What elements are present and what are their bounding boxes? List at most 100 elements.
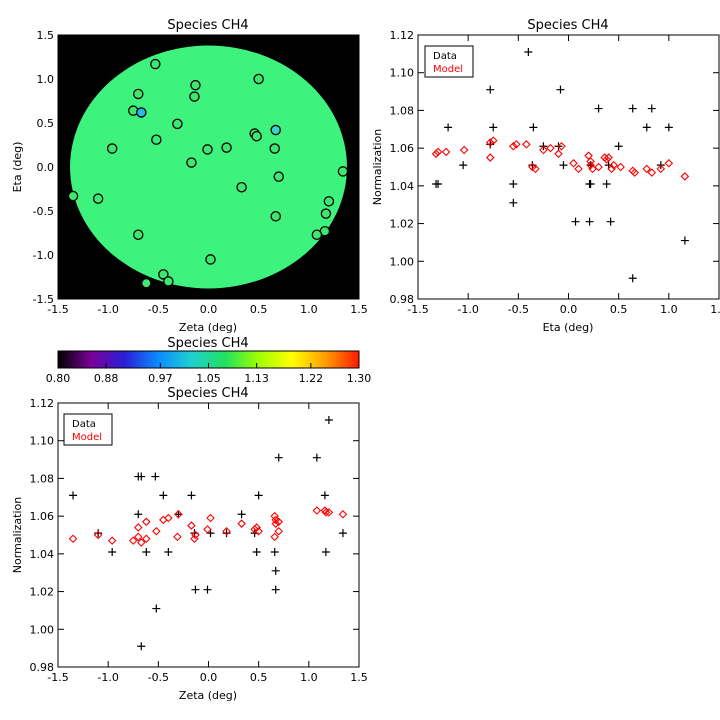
model-point-marker <box>93 530 103 540</box>
chart-title: Species CH4 <box>527 18 608 33</box>
y-axis-label: Normalization <box>371 129 384 205</box>
y-tick-label: 1.5 <box>37 29 55 42</box>
model-point-marker <box>152 526 161 536</box>
map-point <box>150 58 161 70</box>
model-point-marker <box>546 143 555 153</box>
model-point-marker <box>206 513 215 523</box>
model-point-marker <box>485 153 495 162</box>
y-tick-label: 1.08 <box>30 472 55 485</box>
legend-entry-data: Data <box>433 51 457 62</box>
model-point-marker <box>602 155 611 164</box>
model-point-marker <box>274 517 284 527</box>
data-point-marker <box>271 566 280 575</box>
colorbar-tick-label: 1.05 <box>196 372 221 385</box>
x-tick-label: 0.5 <box>610 303 628 316</box>
model-point-marker <box>312 506 322 515</box>
model-point-marker <box>664 158 674 168</box>
map-point <box>269 143 280 154</box>
legend-entry-model: Model <box>72 432 102 443</box>
data-point-marker <box>628 274 637 283</box>
model-point-marker <box>203 525 212 534</box>
map-point <box>311 229 323 241</box>
model-point-marker <box>142 517 151 527</box>
y-tick-label: 1.02 <box>390 218 415 231</box>
y-tick-label: -1.0 <box>33 249 54 262</box>
axes: -1.5 -1.0 -0.5 0.0 0.5 1.0 1.5 -1.5 -1.0 -0.5 0.0 0… <box>33 29 368 316</box>
model-point-marker <box>433 147 443 157</box>
x-tick-label: -0.5 <box>508 303 529 316</box>
x-tick-label: 0.0 <box>560 303 578 316</box>
x-tick-label: -1.5 <box>47 303 68 316</box>
data-point-marker <box>271 585 280 594</box>
map-point <box>186 157 197 168</box>
y-tick-label: 1.04 <box>30 548 55 561</box>
map-point <box>337 166 349 177</box>
model-point-marker <box>604 153 613 162</box>
model-point-marker <box>174 509 183 519</box>
map-point <box>106 143 118 154</box>
map-point <box>92 193 104 204</box>
colorbar-tick-label: 1.30 <box>347 372 372 385</box>
data-point-marker <box>444 123 453 132</box>
model-point-marker <box>321 508 331 517</box>
x-axis-label: Eta (deg) <box>543 321 594 334</box>
data-point-marker <box>321 547 330 556</box>
model-point-marker <box>271 519 281 528</box>
model-point-marker <box>642 164 652 174</box>
y-tick-label: 1.06 <box>390 142 415 155</box>
model-point-marker <box>569 158 578 168</box>
chart-title: Species CH4 <box>167 386 248 401</box>
map-point <box>67 190 79 202</box>
data-point-marker <box>69 491 78 500</box>
x-axis-label: Zeta (deg) <box>179 321 237 334</box>
data-point-marker <box>324 415 333 424</box>
x-tick-label: -1.5 <box>47 671 68 684</box>
model-point-marker <box>441 147 451 157</box>
x-tick-label: -1.0 <box>457 303 478 316</box>
data-points <box>431 47 690 283</box>
data-point-marker <box>664 123 673 132</box>
model-point-marker <box>270 511 279 521</box>
model-point-marker <box>133 532 143 542</box>
data-point-marker <box>252 547 261 556</box>
map-point <box>133 88 144 100</box>
model-point-marker <box>252 523 261 532</box>
axes: -1.5 -1.0 -0.5 0.0 0.5 1.0 1.5 0.98 1.00 1.02 1.04… <box>30 397 368 684</box>
colorbar-tick-label: 1.13 <box>244 372 269 385</box>
data-point-marker <box>164 547 173 556</box>
colorbar-tick-label: 0.97 <box>148 372 173 385</box>
model-point-marker <box>512 140 521 149</box>
model-point-marker <box>609 160 618 170</box>
panel-normalization-zeta: Species CH4 -1.5 -1.0 -0.5 0.0 0.5 1.0 1.5 0.98… <box>11 386 368 702</box>
model-point-marker <box>222 526 231 536</box>
model-point-marker <box>656 164 666 174</box>
model-point-marker <box>616 162 625 172</box>
data-point-marker <box>509 198 518 207</box>
x-tick-label: -0.5 <box>148 303 169 316</box>
model-point-marker <box>586 160 595 170</box>
x-tick-label: 1.5 <box>350 671 368 684</box>
map-point <box>236 181 247 193</box>
model-point-marker <box>522 140 531 149</box>
data-point-marker <box>137 642 146 651</box>
x-tick-label: -1.0 <box>97 671 118 684</box>
colorbar-tick-label: 1.22 <box>299 372 324 385</box>
data-point-marker <box>142 547 151 556</box>
data-point-marker <box>274 453 283 462</box>
y-tick-label: 1.0 <box>37 73 55 86</box>
map-point <box>253 73 264 85</box>
y-tick-label: 1.12 <box>30 397 55 410</box>
model-point-marker <box>324 508 334 517</box>
map-point <box>158 269 169 280</box>
data-point-marker <box>602 179 611 188</box>
data-point-marker <box>642 123 651 132</box>
data-point-marker <box>509 179 518 188</box>
map-point <box>221 142 232 153</box>
data-point-marker <box>434 179 443 188</box>
y-tick-label: 1.10 <box>30 435 55 448</box>
data-point-marker <box>680 236 689 245</box>
y-tick-label: 1.04 <box>390 180 415 193</box>
x-tick-label: 0.5 <box>250 303 268 316</box>
map-point <box>270 124 281 136</box>
